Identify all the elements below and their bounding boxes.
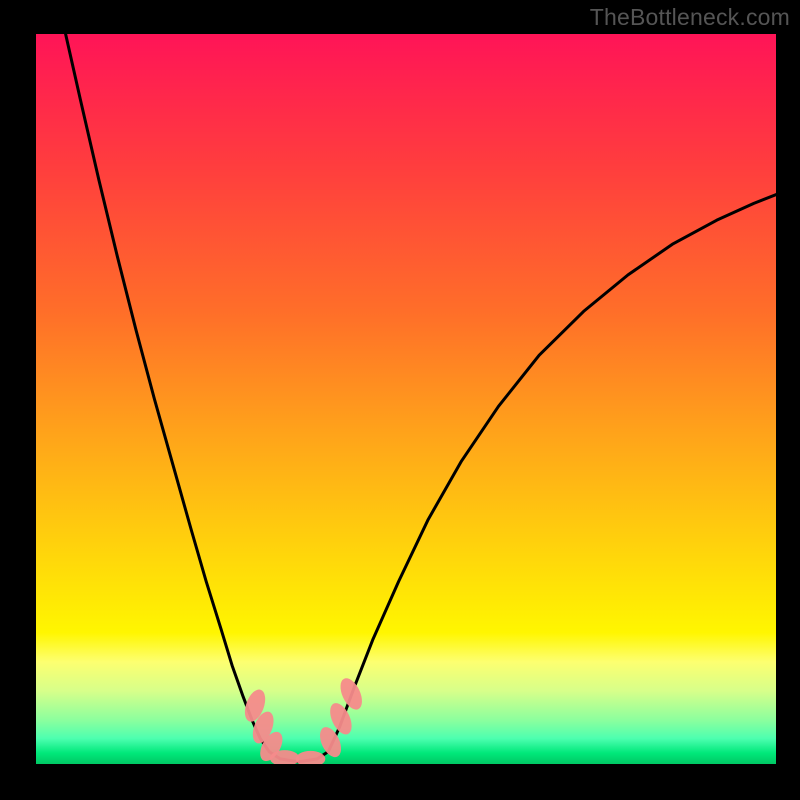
chart-background-gradient	[36, 34, 776, 764]
chart-svg	[36, 34, 776, 764]
watermark-text: TheBottleneck.com	[590, 4, 790, 31]
chart-stage: TheBottleneck.com	[0, 0, 800, 800]
chart-plot-area	[36, 34, 776, 764]
